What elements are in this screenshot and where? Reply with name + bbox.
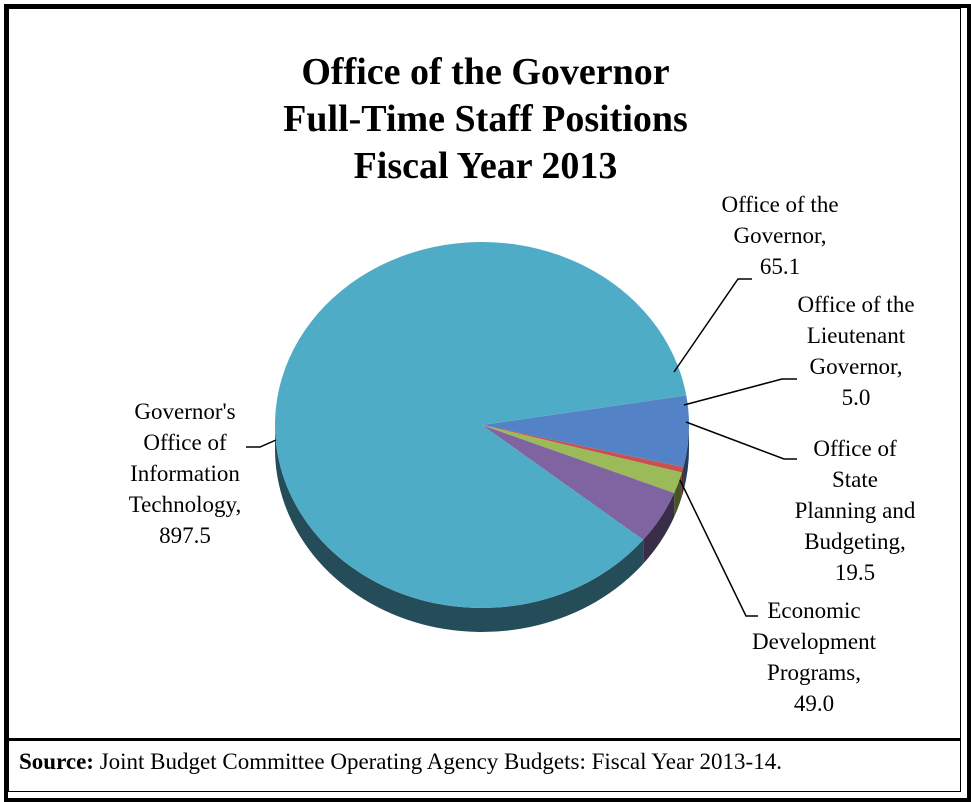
data-label-0-line-1: Governor,: [734, 223, 827, 248]
pie-side-2: [674, 472, 682, 518]
pie-slice-3: [482, 425, 675, 540]
data-label-3-line-0: Economic: [767, 598, 860, 623]
data-label-2: Office of State Planning and Budgeting, 19.5: [795, 436, 916, 585]
data-label-1: Office of the Lieutenant Governor, 5.0: [797, 292, 914, 410]
pie-side-1: [681, 467, 684, 497]
leader-line-2: [685, 421, 797, 460]
data-label-3-line-3: 49.0: [794, 691, 834, 716]
data-label-1-line-1: Lieutenant: [807, 323, 906, 348]
data-label-3-line-2: Programs,: [767, 660, 861, 685]
chart-title-line-1: Office of the Governor: [301, 51, 670, 93]
leader-line-4: [246, 439, 277, 448]
data-label-1-line-2: Governor,: [810, 354, 903, 379]
data-label-4-line-2: Information: [130, 461, 240, 486]
data-label-0: Office of the Governor, 65.1: [721, 192, 838, 279]
pie-side-0: [683, 425, 689, 492]
data-label-1-line-0: Office of the: [797, 292, 914, 317]
pie-slice-1: [482, 425, 684, 473]
data-label-4-line-3: Technology,: [129, 492, 242, 517]
pie-side-4: [275, 425, 644, 633]
leader-line-1: [683, 378, 797, 406]
pie-slices: [275, 242, 689, 608]
chart-frame: [4, 4, 971, 802]
data-label-3-line-1: Development: [752, 629, 877, 654]
data-label-4-line-0: Governor's: [134, 399, 235, 424]
source-bar: [8, 738, 961, 792]
pie-slice-4: [275, 242, 687, 608]
pie-side-3: [643, 493, 675, 564]
chart-frame-inner: [8, 8, 961, 792]
data-label-2-line-0: Office of: [813, 436, 897, 461]
source-text: Joint Budget Committee Operating Agency …: [93, 749, 782, 774]
data-label-2-line-4: 19.5: [835, 560, 875, 585]
data-label-3: Economic Development Programs, 49.0: [752, 598, 877, 716]
data-label-4-line-1: Office of: [143, 430, 227, 455]
chart-title-line-2: Full-Time Staff Positions: [283, 98, 688, 140]
leader-line-0: [673, 278, 752, 373]
data-label-2-line-1: State: [832, 467, 878, 492]
pie-side-walls: [275, 425, 689, 633]
pie-data-labels: Office of the Governor, 65.1 Office of the L…: [129, 192, 916, 716]
leader-line-3: [679, 479, 758, 617]
source-prefix: Source:: [19, 749, 94, 774]
data-label-0-line-0: Office of the: [721, 192, 838, 217]
chart-title-line-3: Fiscal Year 2013: [353, 145, 618, 187]
source-note: Source: Joint Budget Committee Operating…: [19, 749, 782, 775]
data-label-4: Governor's Office of Information Technology…: [129, 399, 242, 548]
data-label-0-line-2: 65.1: [760, 254, 800, 279]
data-label-1-line-3: 5.0: [842, 385, 871, 410]
pie-slice-2: [482, 425, 682, 494]
data-label-2-line-3: Budgeting,: [804, 529, 906, 554]
data-label-4-line-4: 897.5: [159, 523, 211, 548]
data-label-2-line-2: Planning and: [795, 498, 916, 523]
pie-slice-0: [482, 395, 689, 468]
